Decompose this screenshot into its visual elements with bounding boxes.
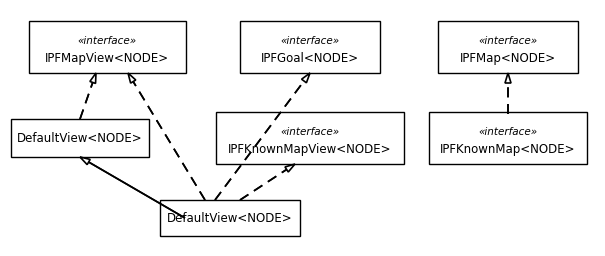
Text: IPFKnownMapView<NODE>: IPFKnownMapView<NODE> [228, 143, 392, 156]
Bar [429, 112, 587, 164]
Text: IPFMap<NODE>: IPFMap<NODE> [460, 52, 556, 65]
Polygon shape [505, 73, 511, 83]
Bar [216, 112, 404, 164]
Text: «interface»: «interface» [479, 127, 538, 137]
Polygon shape [128, 73, 136, 83]
Polygon shape [302, 73, 310, 83]
Text: DefaultView<NODE>: DefaultView<NODE> [17, 132, 143, 144]
Text: «interface»: «interface» [77, 36, 137, 46]
Text: «interface»: «interface» [479, 36, 538, 46]
Polygon shape [90, 73, 96, 83]
Bar [240, 21, 380, 73]
Polygon shape [285, 164, 295, 172]
Text: DefaultView<NODE>: DefaultView<NODE> [167, 211, 293, 225]
Bar [160, 200, 300, 236]
Bar [28, 21, 186, 73]
Polygon shape [80, 157, 90, 165]
Text: «interface»: «interface» [281, 127, 339, 137]
Text: «interface»: «interface» [281, 36, 339, 46]
Text: IPFKnownMap<NODE>: IPFKnownMap<NODE> [440, 143, 576, 156]
Bar [438, 21, 578, 73]
Text: IPFGoal<NODE>: IPFGoal<NODE> [261, 52, 359, 65]
Text: IPFMapView<NODE>: IPFMapView<NODE> [45, 52, 169, 65]
Bar [11, 119, 149, 157]
